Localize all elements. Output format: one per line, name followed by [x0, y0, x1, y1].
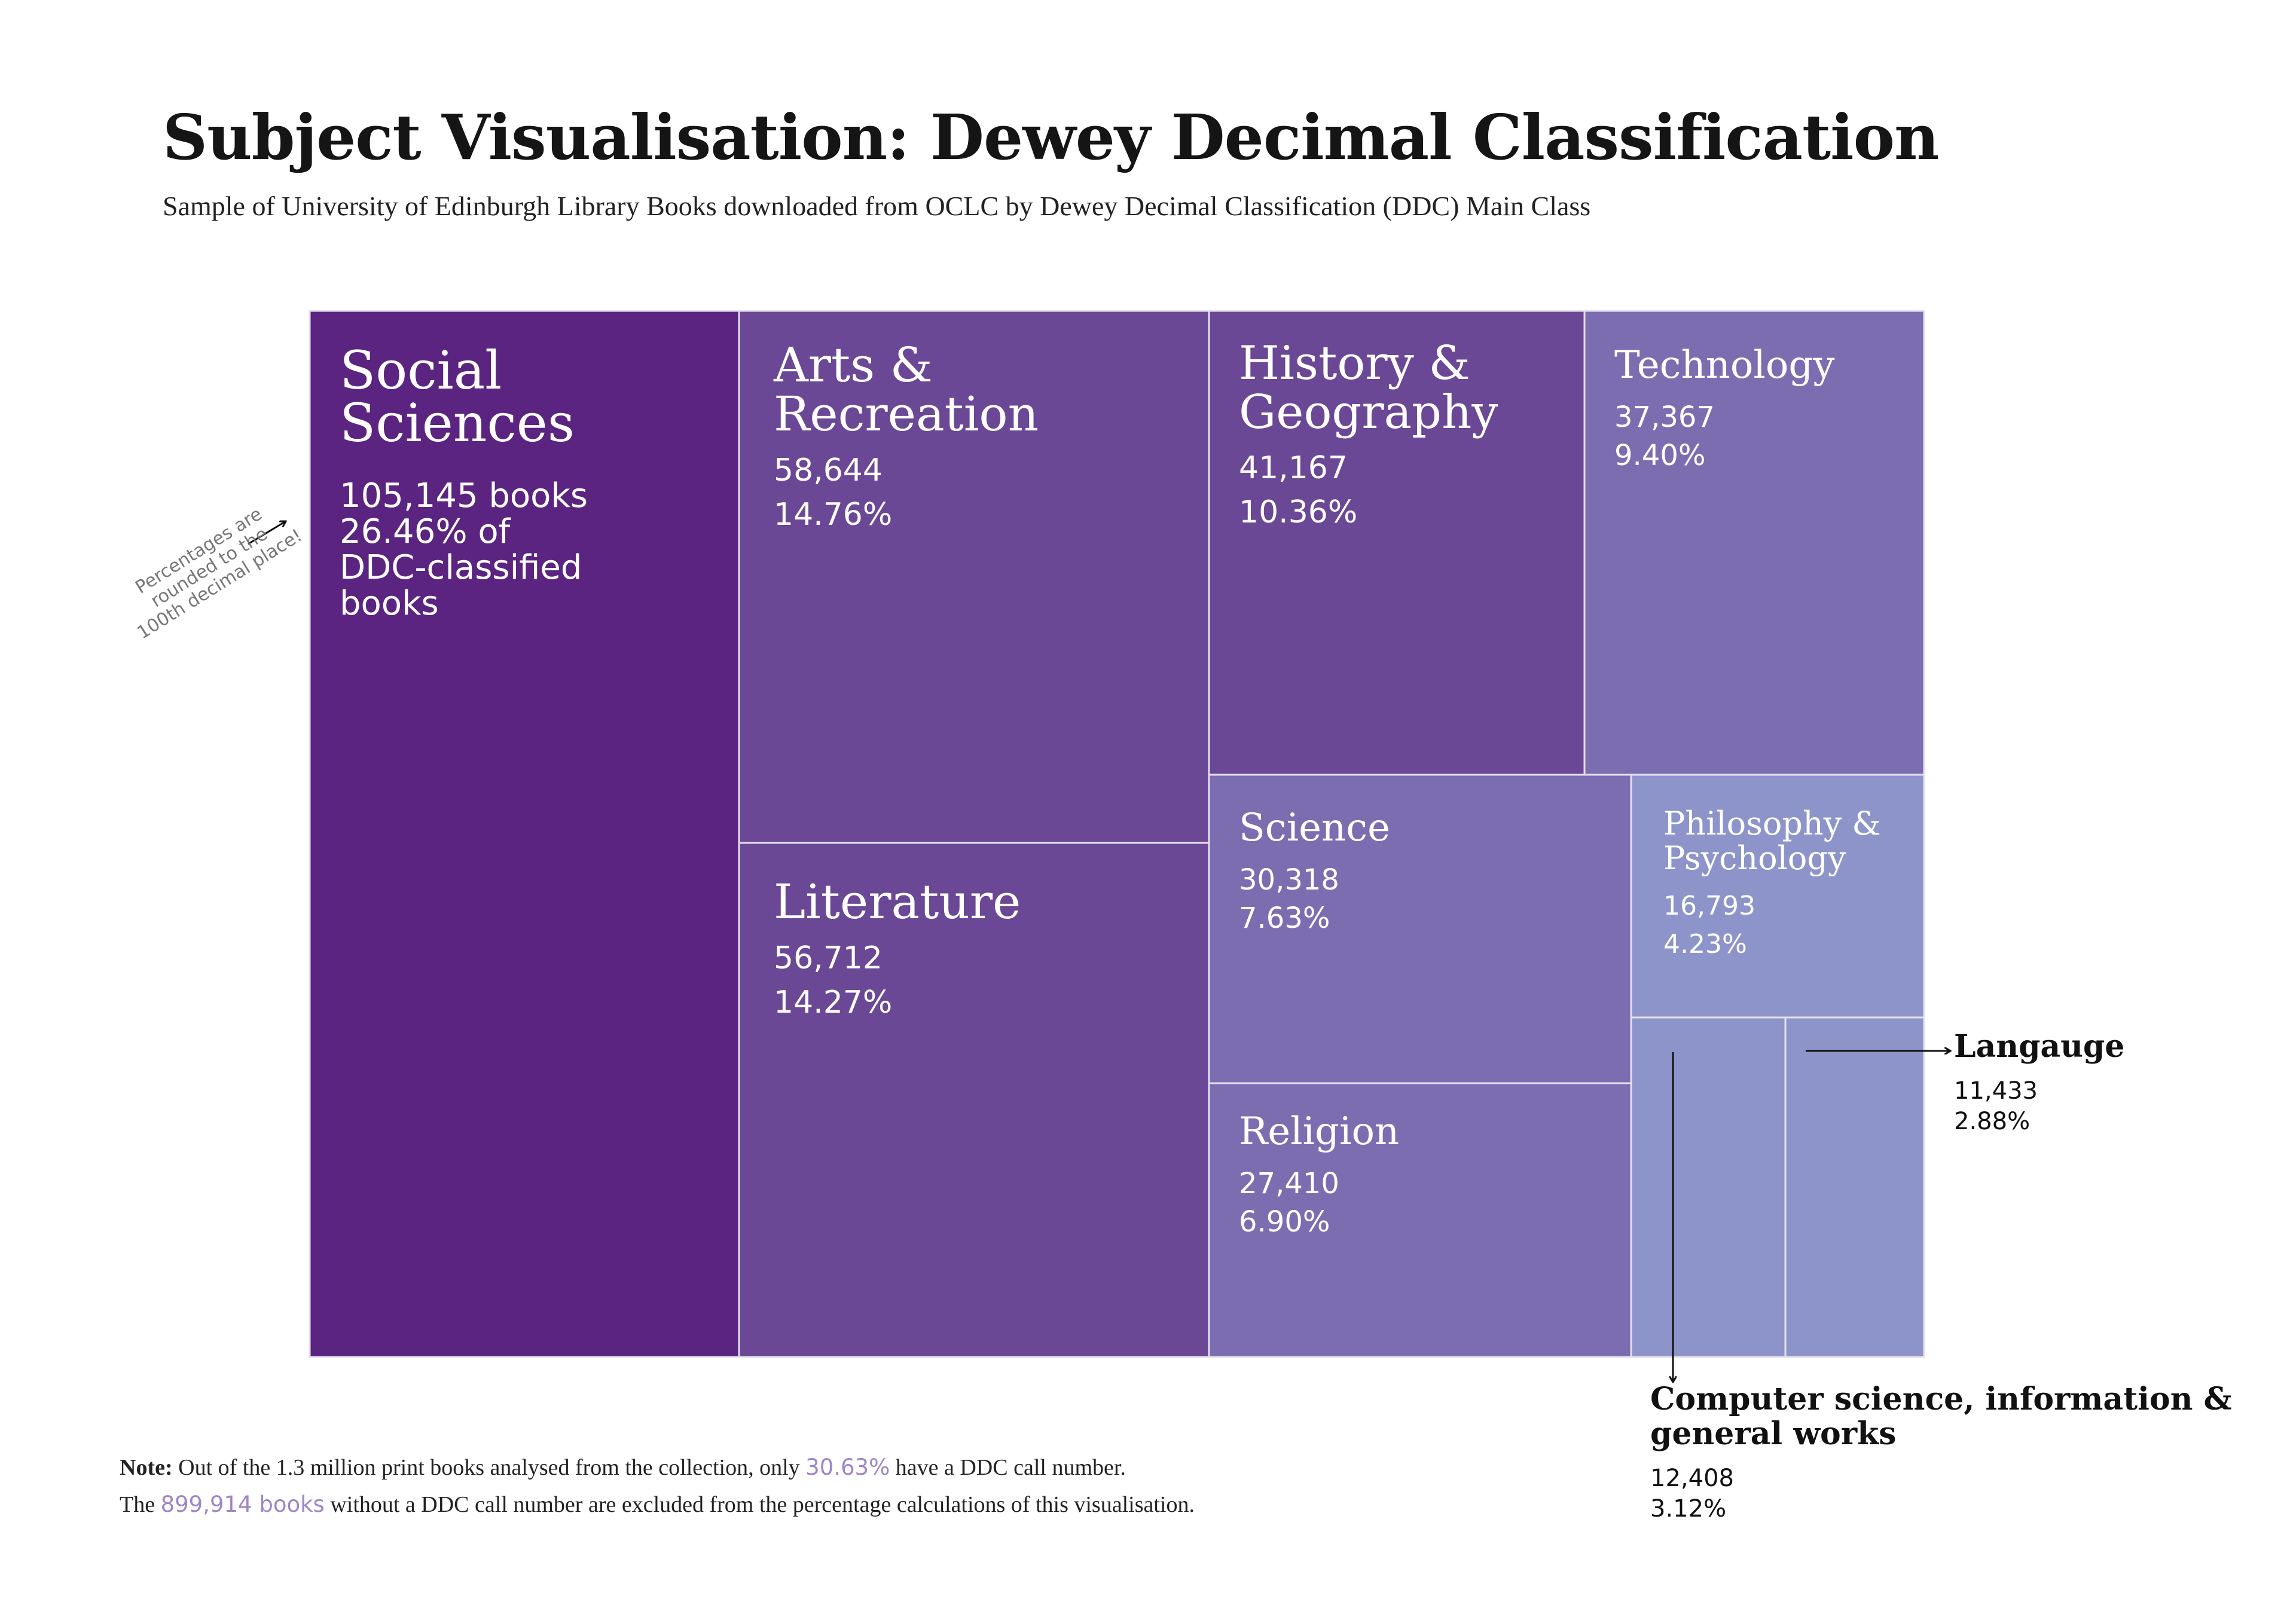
treemap-percent-arts-recreation: 14.76%: [774, 497, 892, 533]
treemap-label-philosophy-psychology: Philosophy &: [1663, 805, 1880, 842]
treemap-percent-science: 7.63%: [1239, 901, 1330, 935]
treemap-label-religion: Religion: [1239, 1109, 1399, 1154]
note-line1-end: have a DDC call number.: [895, 1455, 1126, 1480]
treemap-percent-literature: 14.27%: [774, 985, 892, 1020]
treemap-value-religion: 27,410: [1239, 1167, 1339, 1200]
treemap-value-literature: 56,712: [774, 940, 883, 976]
treemap-value-arts-recreation: 58,644: [774, 453, 883, 488]
treemap-label-technology: Technology: [1614, 343, 1835, 387]
computer-science-percent: 3.12%: [1650, 1495, 1727, 1523]
treemap-value-philosophy-psychology: 16,793: [1663, 891, 1755, 921]
treemap-percent-social-sciences: DDC-classified: [340, 548, 582, 587]
treemap-percent-social-sciences: 26.46% of: [340, 512, 511, 551]
page-title: Subject Visualisation: Dewey Decimal Cla…: [163, 100, 1940, 174]
treemap-percent-philosophy-psychology: 4.23%: [1663, 929, 1747, 959]
treemap-value-science: 30,318: [1239, 863, 1339, 897]
treemap-percent-technology: 9.40%: [1614, 439, 1705, 472]
treemap-label-arts-recreation: Arts &: [773, 337, 933, 393]
treemap-cell-technology: [1583, 310, 1925, 776]
treemap-cell-literature: [738, 842, 1210, 1358]
computer-science-label: Computer science, information & general …: [1650, 1382, 2248, 1521]
treemap-percent-religion: 6.90%: [1239, 1205, 1330, 1239]
treemap-label-social-sciences: Sciences: [340, 392, 575, 454]
treemap-percent-history-geography: 10.36%: [1239, 494, 1357, 530]
note-label: Note:: [120, 1455, 173, 1480]
treemap-label-philosophy-psychology: Psychology: [1663, 839, 1846, 877]
computer-science-name: Computer science, information & general …: [1650, 1381, 2232, 1452]
treemap-cell-langauge: [1784, 1016, 1925, 1358]
treemap-cell-computer-science-information-general-works: [1630, 1016, 1787, 1358]
language-label: Langauge 11,433 2.88%: [1954, 1028, 2125, 1135]
treemap-label-literature: Literature: [774, 874, 1021, 930]
treemap-label-history-geography: Geography: [1239, 386, 1498, 439]
treemap-cell-philosophy-psychology: [1630, 774, 1925, 1019]
treemap-value-technology: 37,367: [1614, 401, 1715, 434]
footnote-line-2: The 899,914 books without a DDC call num…: [120, 1486, 1195, 1523]
footnote: Note: Out of the 1.3 million print books…: [120, 1449, 1195, 1523]
note-highlight-books: 899,914 books: [160, 1491, 325, 1517]
computer-science-value: 12,408: [1650, 1465, 1734, 1492]
treemap-value-history-geography: 41,167: [1239, 450, 1348, 486]
note-highlight-percent: 30.63%: [805, 1454, 890, 1480]
footnote-line-1: Note: Out of the 1.3 million print books…: [120, 1449, 1195, 1486]
treemap-cell-religion: [1208, 1082, 1632, 1358]
note-line2-text: without a DDC call number are excluded f…: [330, 1492, 1195, 1517]
treemap-label-history-geography: History &: [1239, 337, 1470, 390]
note-line2-start: The: [120, 1492, 155, 1517]
treemap-label-arts-recreation: Recreation: [774, 386, 1039, 442]
note-line1-text: Out of the 1.3 million print books analy…: [178, 1455, 800, 1480]
treemap-label-science: Science: [1239, 806, 1390, 850]
language-name: Langauge: [1954, 1028, 2125, 1065]
page-subtitle: Sample of University of Edinburgh Librar…: [163, 191, 1591, 221]
language-percent: 2.88%: [1954, 1108, 2031, 1135]
treemap-cell-social-sciences: [309, 310, 740, 1358]
annotation-pointer-arrow: [248, 521, 286, 545]
treemap-percent-social-sciences: books: [340, 584, 439, 623]
treemap-label-social-sciences: Social: [340, 340, 502, 401]
language-value: 11,433: [1954, 1077, 2038, 1105]
treemap-value-social-sciences: 105,145 books: [340, 476, 588, 515]
